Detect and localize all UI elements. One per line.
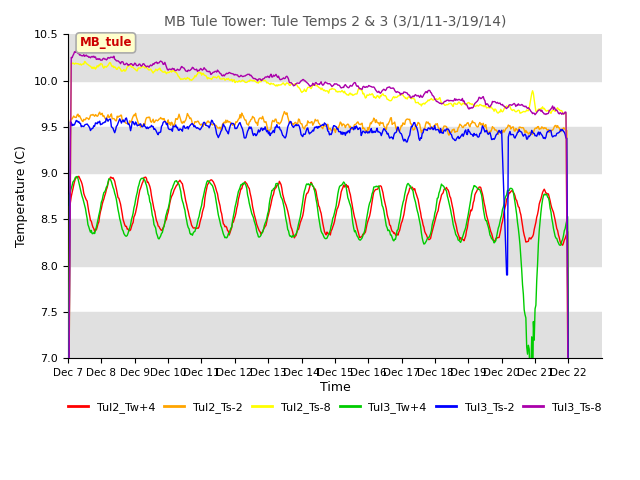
Bar [68, 219, 602, 266]
Y-axis label: Temperature (C): Temperature (C) [15, 145, 28, 247]
Text: MB_tule: MB_tule [79, 36, 132, 49]
Bar [68, 35, 602, 81]
Bar [68, 312, 602, 358]
Title: MB Tule Tower: Tule Temps 2 & 3 (3/1/11-3/19/14): MB Tule Tower: Tule Temps 2 & 3 (3/1/11-… [164, 15, 506, 29]
Bar [68, 127, 602, 173]
X-axis label: Time: Time [319, 381, 350, 394]
Legend: Tul2_Tw+4, Tul2_Ts-2, Tul2_Ts-8, Tul3_Tw+4, Tul3_Ts-2, Tul3_Ts-8: Tul2_Tw+4, Tul2_Ts-2, Tul2_Ts-8, Tul3_Tw… [64, 397, 606, 418]
